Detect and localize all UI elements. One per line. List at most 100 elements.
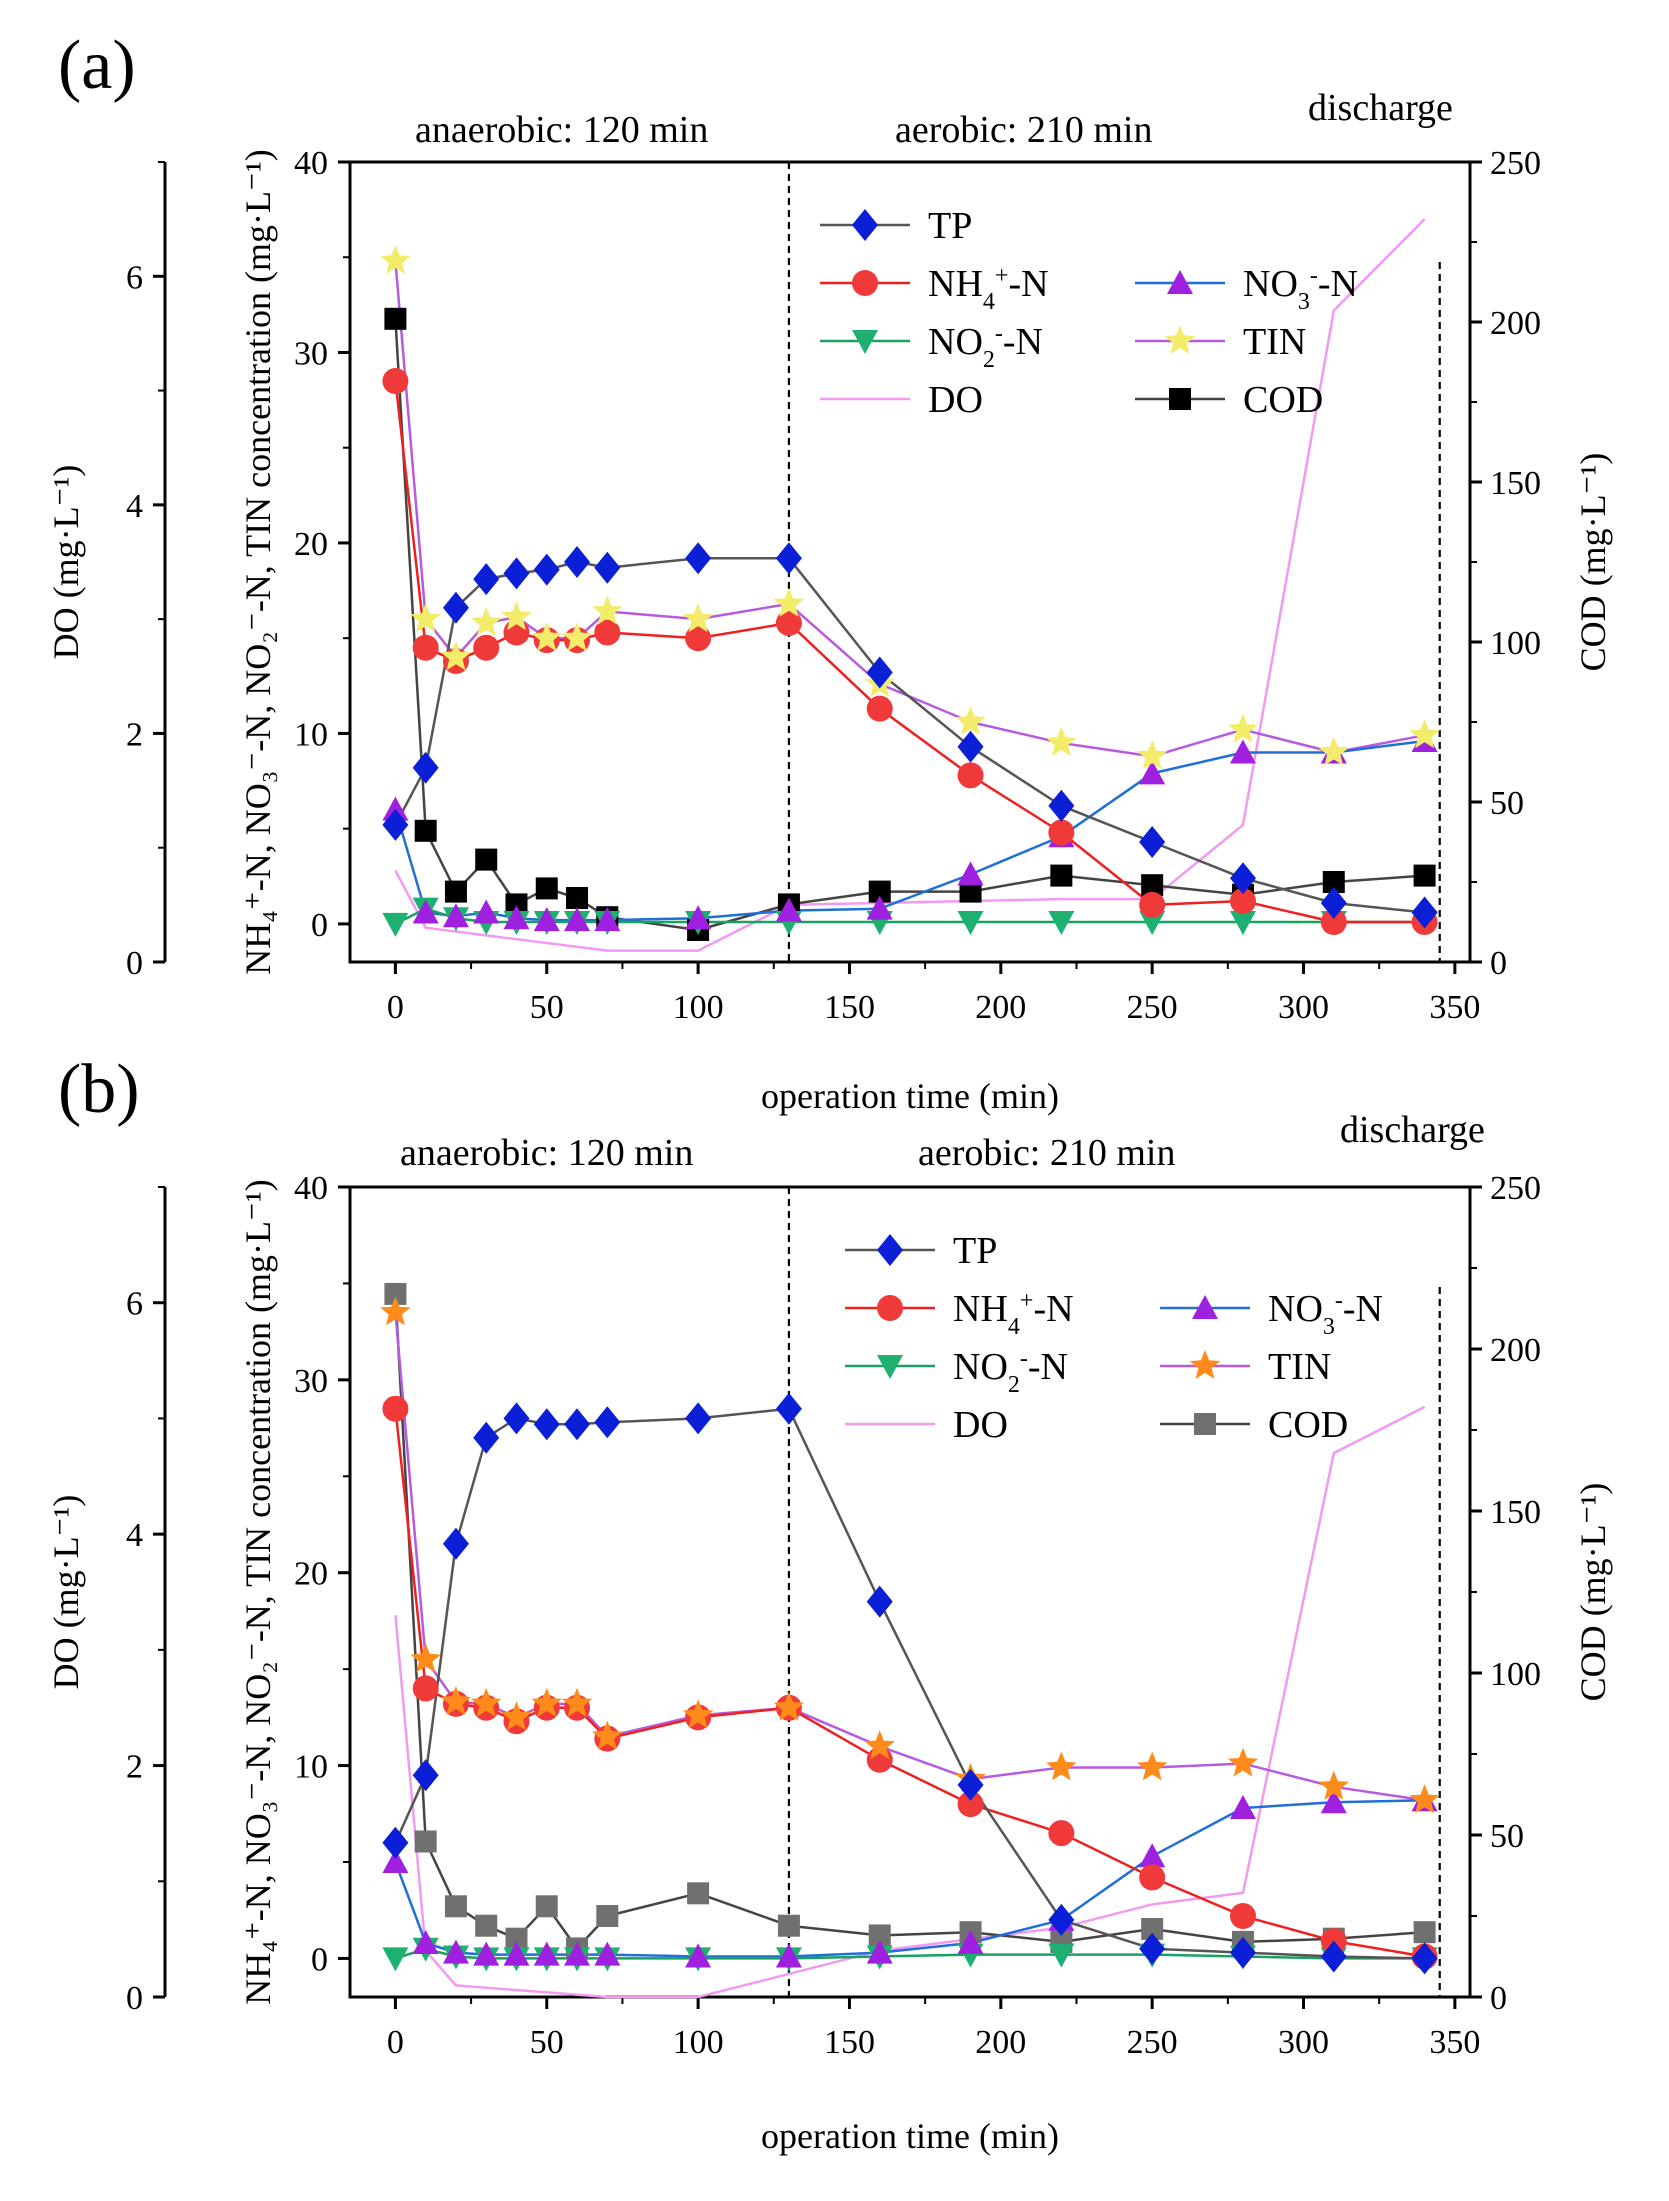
no2-point — [957, 911, 984, 935]
legend-marker-no3 — [1192, 1295, 1218, 1319]
y-ticks-cod-b: 0 50 100 150 200 250 — [1470, 1170, 1541, 2017]
tp-point — [533, 1408, 560, 1441]
no2-point — [382, 1947, 409, 1972]
nh4-point — [1320, 909, 1347, 935]
legend-label-do: DO — [953, 1404, 1008, 1446]
conc-tick-label: 0 — [311, 1941, 328, 1978]
tp-point — [1229, 1936, 1256, 1969]
do-line — [394, 1405, 1426, 1999]
cod-point — [535, 1895, 558, 1918]
x-tick-label: 100 — [673, 2024, 724, 2061]
tin-point — [682, 1699, 714, 1729]
legend-marker-nh4 — [877, 1295, 903, 1321]
nh4-point — [1139, 1864, 1166, 1891]
legend-marker-tin — [1189, 1350, 1221, 1379]
legend-label-no2: NO2--N — [953, 1346, 1068, 1398]
cod-point — [687, 1882, 710, 1905]
series-a — [380, 218, 1440, 952]
tin-point — [682, 603, 714, 633]
tp-line — [394, 1407, 1425, 1960]
tp-point — [473, 563, 500, 596]
phase-lines-b — [787, 1187, 1441, 1997]
legend-marker-tin — [1164, 325, 1196, 354]
cod-tick-label: 250 — [1490, 1170, 1541, 1207]
tp-point — [1229, 862, 1256, 895]
cod-point — [959, 880, 982, 903]
cod-point — [384, 1282, 407, 1305]
tin-point — [410, 1643, 441, 1673]
tp-point — [775, 542, 802, 575]
cod-point — [505, 893, 528, 916]
conc-tick-label: 30 — [294, 1363, 328, 1400]
no3-point — [473, 1941, 500, 1966]
no3-point — [1139, 760, 1166, 785]
conc-axis-label-a: NH₄⁺-N, NO₃⁻-N, NO₂⁻-N, TIN concentratio… — [238, 149, 278, 975]
cod-tick-label: 100 — [1490, 1656, 1541, 1693]
tin-point — [1227, 713, 1259, 743]
x-axis-label-b: operation time (min) — [761, 2116, 1059, 2156]
no3-point — [412, 899, 439, 924]
legend-marker-tp — [877, 1234, 903, 1266]
nh4-point — [412, 634, 439, 661]
tin-point — [1409, 719, 1440, 749]
cod-axis-label-a: COD (mg·L⁻¹) — [1573, 453, 1613, 672]
conc-axis-label-b: NH₄⁺-N, NO₃⁻-N, NO₂⁻-N, TIN concentratio… — [238, 1179, 278, 2005]
cod-axis-label-b: COD (mg·L⁻¹) — [1573, 1483, 1613, 1702]
cod-point — [475, 848, 498, 871]
tp-point — [957, 1768, 984, 1801]
nh4-point — [957, 762, 984, 789]
cod-point — [1413, 1921, 1436, 1944]
legend-label-nh4: NH4+-N — [953, 1288, 1074, 1340]
cod-point — [414, 819, 437, 842]
do-tick-label: 0 — [126, 1980, 143, 2017]
no3-point — [957, 861, 984, 886]
tin-point — [561, 622, 593, 652]
no3-point — [412, 1930, 439, 1954]
legend-label-cod: COD — [1268, 1404, 1348, 1446]
no3-point — [503, 1941, 530, 1966]
conc-tick-label: 20 — [294, 526, 328, 563]
tp-point — [382, 808, 409, 841]
tp-point — [685, 1402, 712, 1435]
no3-point — [382, 1849, 409, 1873]
cod-line — [394, 1293, 1425, 1950]
no3-point — [866, 895, 893, 920]
nh4-point — [685, 625, 712, 652]
cod-tick-label: 0 — [1490, 1980, 1507, 2017]
tin-point — [592, 1720, 623, 1750]
tin-point — [773, 587, 805, 617]
nh4-line — [394, 1408, 1425, 1958]
tin-point — [380, 1296, 411, 1326]
x-tick-label: 150 — [824, 2024, 875, 2061]
aerobic-label-a: aerobic: 210 min — [895, 109, 1152, 151]
legend-label-no3: NO3--N — [1243, 263, 1358, 315]
do-tick-label: 2 — [126, 716, 143, 753]
x-tick-label: 300 — [1278, 989, 1329, 1026]
conc-tick-label: 20 — [294, 1556, 328, 1593]
cod-point — [1141, 874, 1164, 897]
tp-point — [473, 1421, 500, 1454]
tin-point — [501, 1701, 532, 1731]
x-axis-label-a: operation time (min) — [761, 1076, 1059, 1116]
cod-tick-label: 100 — [1490, 625, 1541, 662]
no2-point — [1139, 911, 1166, 935]
legend-marker-no3 — [1167, 270, 1193, 294]
legend-label-tp: TP — [953, 1230, 997, 1272]
legend-b: TP NH4+-N NO3--N NO2--N TIN DO COD — [845, 1230, 1383, 1446]
tin-point — [1136, 1751, 1168, 1781]
no3-point — [685, 1943, 712, 1968]
conc-tick-label: 0 — [311, 907, 328, 944]
tp-point — [533, 553, 560, 586]
no3-point — [775, 897, 802, 922]
do-line — [394, 218, 1426, 952]
anaerobic-label-b: anaerobic: 120 min — [400, 1132, 693, 1174]
tin-point — [440, 1685, 472, 1715]
conc-tick-label: 30 — [294, 335, 328, 372]
cod-point — [566, 887, 589, 909]
x-tick-label: 0 — [387, 989, 404, 1026]
tin-point — [1318, 1770, 1349, 1800]
no3-point — [775, 1943, 802, 1968]
tp-point — [1139, 826, 1166, 858]
tp-point — [412, 1759, 439, 1792]
tp-point — [775, 1392, 802, 1425]
